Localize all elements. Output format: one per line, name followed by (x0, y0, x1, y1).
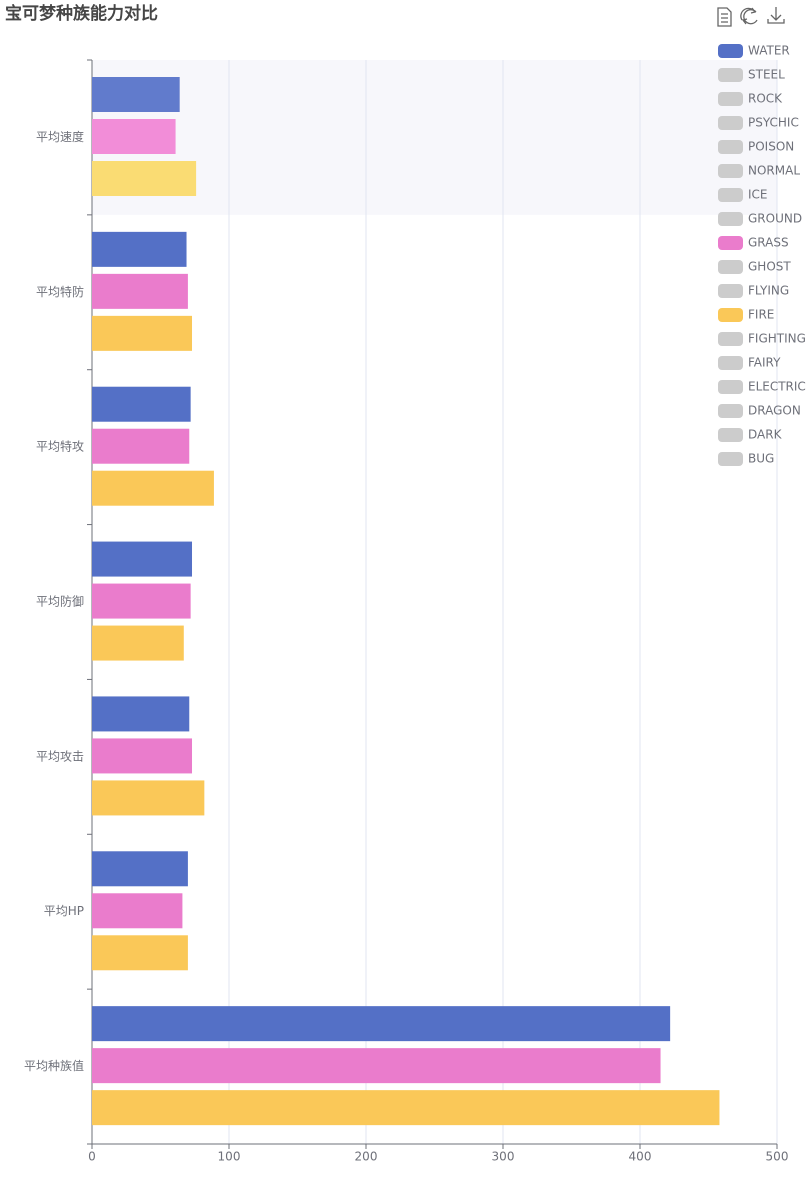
y-tick-label: 平均特攻 (36, 439, 84, 454)
x-tick-label: 400 (629, 1150, 652, 1164)
bar (92, 780, 205, 816)
bar (92, 273, 188, 309)
legend-label[interactable]: PSYCHIC (748, 116, 799, 130)
legend-swatch[interactable] (718, 44, 743, 58)
data-view-button[interactable] (717, 7, 732, 27)
legend-label[interactable]: NORMAL (748, 164, 800, 178)
legend-label[interactable]: WATER (748, 44, 790, 58)
bar (92, 315, 193, 351)
bar (92, 231, 187, 267)
bar (92, 1090, 720, 1126)
bar (92, 161, 197, 196)
legend-label[interactable]: ROCK (748, 92, 783, 106)
bar (92, 1048, 661, 1084)
legend-swatch[interactable] (718, 284, 743, 298)
legend-swatch[interactable] (718, 212, 743, 226)
legend-swatch[interactable] (718, 308, 743, 322)
bar (92, 119, 176, 154)
hover-shadow (92, 60, 777, 215)
legend-label[interactable]: GHOST (748, 260, 791, 274)
toolbox (717, 7, 785, 27)
legend-label[interactable]: DRAGON (748, 404, 801, 418)
bar (92, 625, 184, 661)
legend-swatch[interactable] (718, 380, 743, 394)
legend-swatch[interactable] (718, 428, 743, 442)
y-tick-label: 平均HP (44, 904, 84, 918)
legend-label[interactable]: ICE (748, 188, 768, 202)
bar (92, 696, 190, 732)
legend-swatch[interactable] (718, 236, 743, 250)
legend-swatch[interactable] (718, 188, 743, 202)
bar (92, 851, 188, 887)
x-tick-label: 100 (218, 1150, 241, 1164)
bar (92, 1006, 671, 1042)
legend-swatch[interactable] (718, 404, 743, 418)
bar (92, 386, 191, 422)
legend-swatch[interactable] (718, 68, 743, 82)
save-image-button[interactable] (767, 7, 785, 24)
bar (92, 935, 188, 971)
legend-label[interactable]: GRASS (748, 236, 789, 250)
bar (92, 738, 193, 774)
legend-label[interactable]: FLYING (748, 284, 789, 298)
legend-label[interactable]: FIRE (748, 308, 774, 322)
legend-swatch[interactable] (718, 356, 743, 370)
legend-swatch[interactable] (718, 452, 743, 466)
y-tick-label: 平均特防 (36, 284, 84, 299)
legend-swatch[interactable] (718, 92, 743, 106)
bar (92, 77, 180, 112)
legend-label[interactable]: ELECTRIC (748, 380, 806, 394)
legend-swatch[interactable] (718, 116, 743, 130)
legend-swatch[interactable] (718, 260, 743, 274)
legend-swatch[interactable] (718, 332, 743, 346)
bar (92, 893, 183, 929)
legend-swatch[interactable] (718, 140, 743, 154)
y-tick-label: 平均攻击 (36, 749, 84, 763)
legend-swatch[interactable] (718, 164, 743, 178)
bar (92, 541, 193, 577)
chart-title: 宝可梦种族能力对比 (5, 3, 158, 24)
x-tick-label: 200 (355, 1150, 378, 1164)
bar (92, 583, 191, 619)
x-tick-label: 0 (88, 1150, 96, 1164)
x-tick-label: 500 (766, 1150, 789, 1164)
legend-label[interactable]: BUG (748, 452, 774, 466)
y-tick-label: 平均速度 (36, 129, 84, 144)
legend-label[interactable]: STEEL (748, 68, 785, 82)
bar (92, 428, 190, 464)
y-tick-label: 平均防御 (36, 594, 84, 609)
restore-button[interactable] (740, 7, 758, 25)
legend-label[interactable]: GROUND (748, 212, 802, 226)
legend-label[interactable]: FIGHTING (748, 332, 806, 346)
x-tick-label: 300 (492, 1150, 515, 1164)
legend-label[interactable]: FAIRY (748, 356, 781, 370)
legend-label[interactable]: POISON (748, 140, 794, 154)
bar (92, 470, 214, 506)
y-tick-label: 平均种族值 (24, 1058, 84, 1073)
legend-label[interactable]: DARK (748, 428, 783, 442)
